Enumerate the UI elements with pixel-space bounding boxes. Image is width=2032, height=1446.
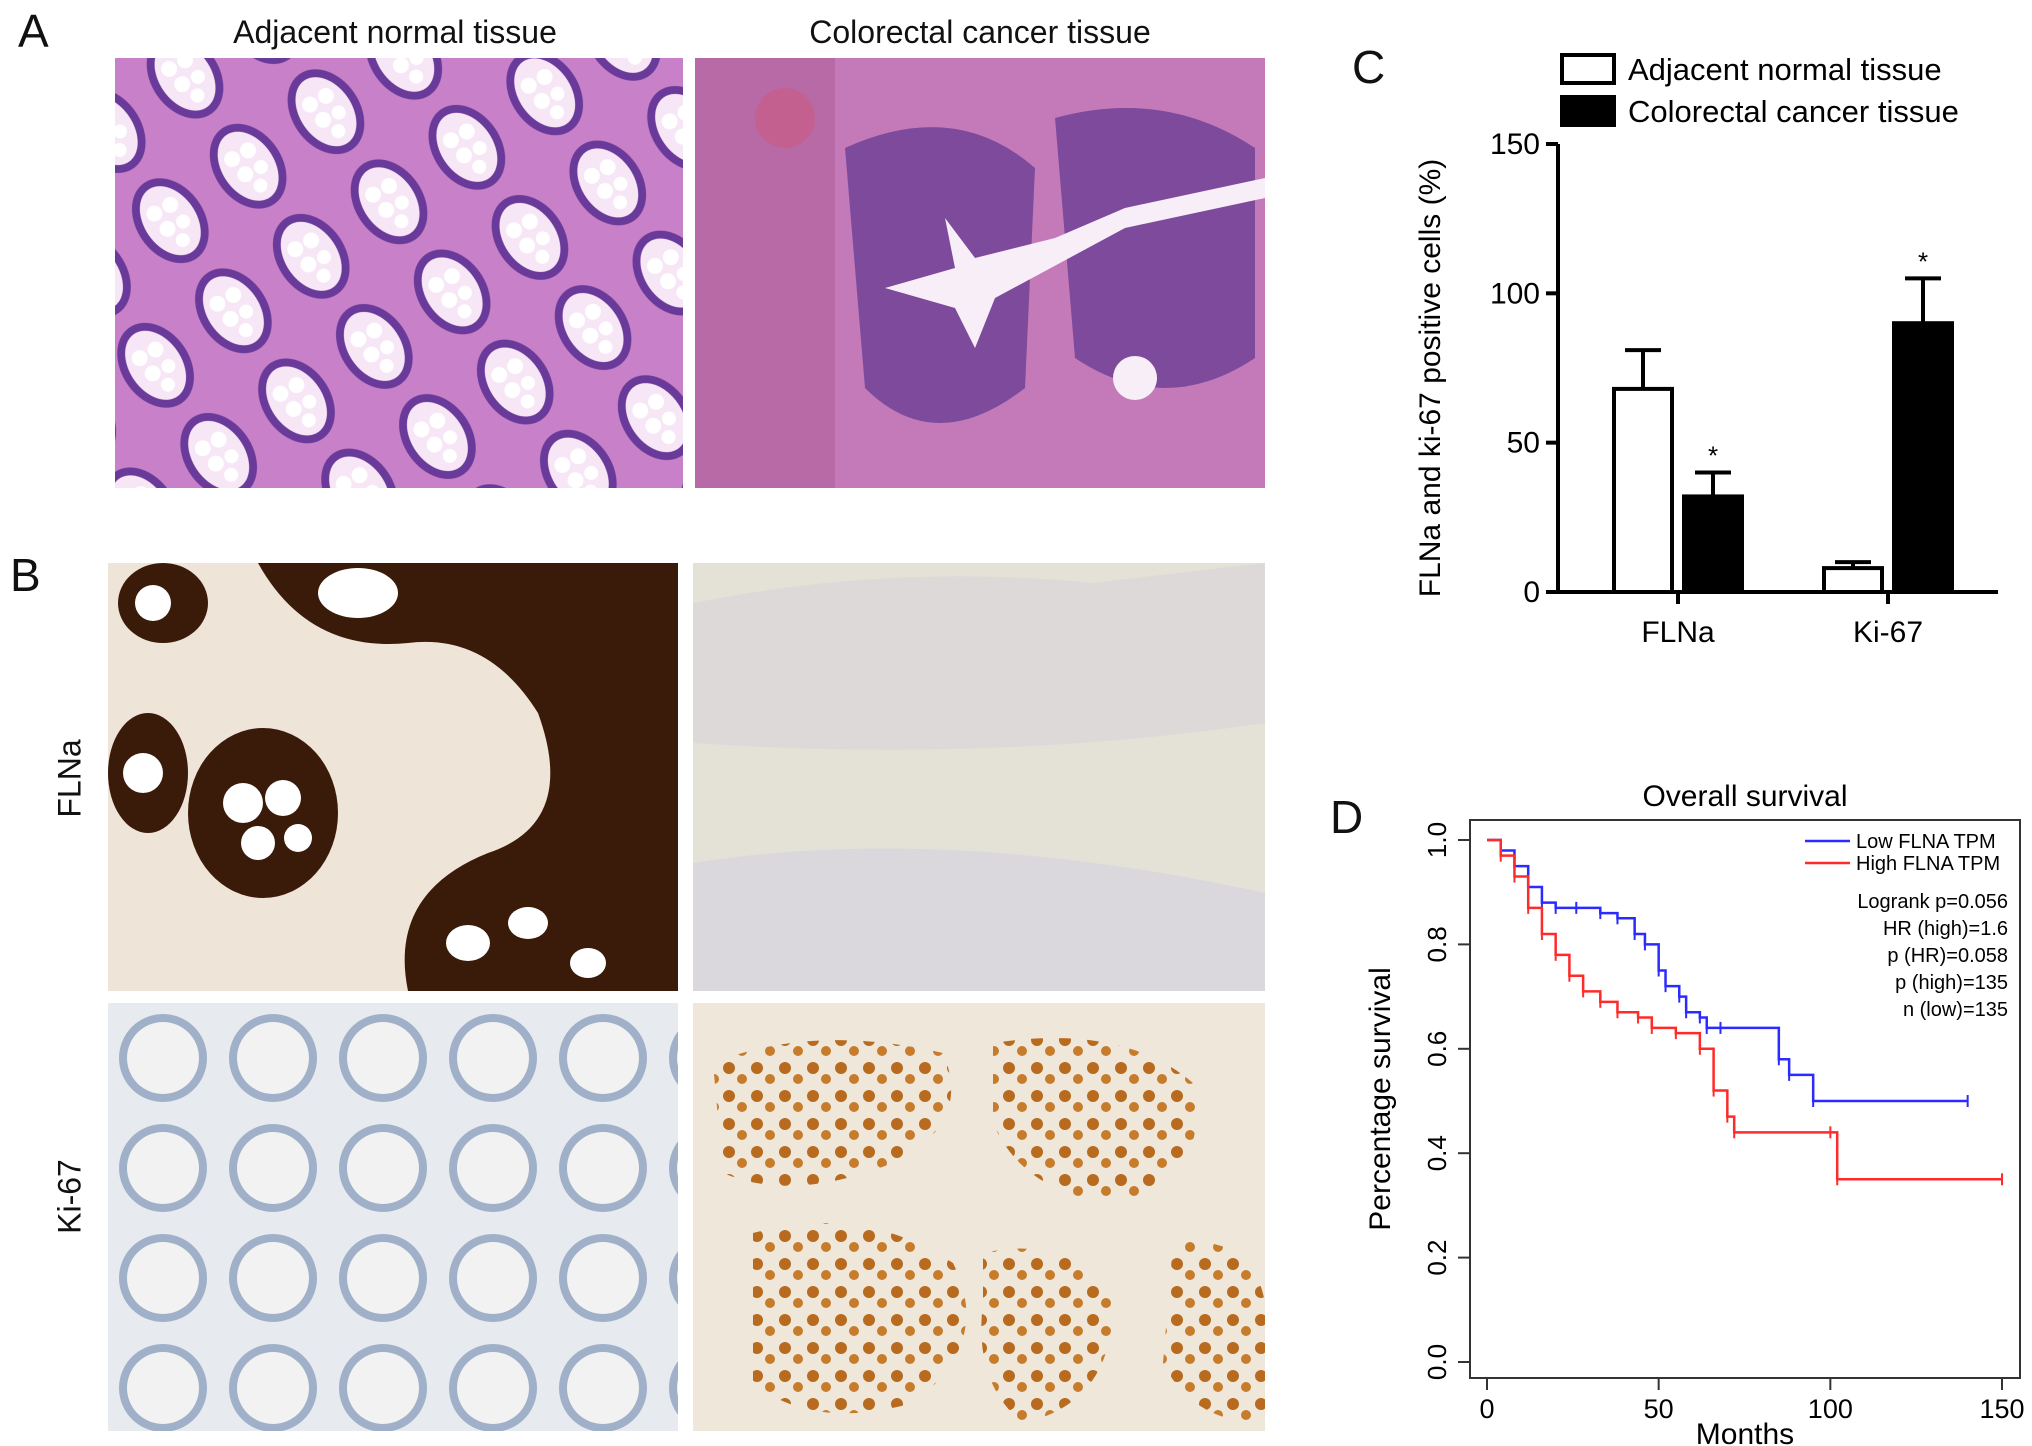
panel-label-a: A	[18, 5, 49, 57]
column-header-cancer: Colorectal cancer tissue	[809, 14, 1151, 50]
y-tick-label: 0	[1523, 576, 1540, 609]
y-tick-label: 1.0	[1422, 822, 1452, 858]
he-image-normal	[115, 58, 683, 488]
legend-label-1: High FLNA TPM	[1856, 853, 2000, 875]
bar-ki-67-1	[1892, 321, 1954, 594]
plot-frame	[1469, 819, 2021, 1379]
he-image-cancer	[695, 58, 1265, 488]
y-tick-label: 100	[1490, 277, 1540, 310]
ihc-flna-normal	[108, 563, 678, 991]
stat-annotation-4: n (low)=135	[1903, 999, 2008, 1021]
bar-ki-67-0	[1822, 566, 1884, 595]
ihc-ki67-cancer	[693, 1003, 1265, 1431]
stat-annotation-1: HR (high)=1.6	[1883, 918, 2008, 940]
panel-label-d: D	[1330, 791, 1364, 843]
legend-label-1: Colorectal cancer tissue	[1628, 94, 1959, 129]
legend-swatch-1	[1560, 95, 1616, 127]
row-label-flna: FLNa	[51, 739, 88, 818]
y-axis-label: FLNa and ki-67 positive cells (%)	[1414, 159, 1447, 598]
column-header-normal: Adjacent normal tissue	[233, 14, 557, 50]
y-axis-label: Percentage survival	[1364, 967, 1397, 1230]
chart-title: Overall survival	[1642, 780, 1847, 813]
x-tick-label: 0	[1479, 1394, 1494, 1424]
x-tick-label: 150	[1979, 1394, 2024, 1424]
y-tick-label: 0.4	[1422, 1135, 1452, 1171]
panel-label-b: B	[10, 549, 41, 601]
stat-annotation-0: Logrank p=0.056	[1857, 891, 2008, 913]
significance-marker: *	[1708, 441, 1718, 471]
panel-label-c: C	[1352, 41, 1386, 93]
survival-curve-0	[1487, 838, 1968, 1103]
y-tick-label: 0.0	[1422, 1344, 1452, 1380]
stat-annotation-2: p (HR)=0.058	[1887, 945, 2008, 967]
y-tick-label: 0.8	[1422, 926, 1452, 962]
legend-swatch-0	[1560, 53, 1616, 85]
x-tick-label: 50	[1644, 1394, 1674, 1424]
row-label-ki67: Ki-67	[51, 1159, 88, 1234]
y-tick-label: 150	[1490, 128, 1540, 161]
legend-label-0: Low FLNA TPM	[1856, 831, 1996, 853]
km-survival-chart: Overall survival 0.0 0.2 0.4 0.6 0.8 1.0 Percen…	[1364, 780, 2025, 1446]
y-tick-label: 0.2	[1422, 1240, 1452, 1276]
bar-flna-1	[1682, 494, 1744, 594]
legend-label-0: Adjacent normal tissue	[1628, 52, 1942, 87]
ihc-flna-cancer	[693, 563, 1265, 991]
y-tick-label: 0.6	[1422, 1031, 1452, 1067]
x-tick-label: FLNa	[1641, 616, 1715, 649]
significance-marker: *	[1918, 246, 1928, 276]
bar-chart-positive-cells: Adjacent normal tissue Colorectal cancer …	[1414, 52, 1998, 649]
ihc-ki67-normal	[108, 1003, 678, 1431]
x-tick-label: Ki-67	[1853, 616, 1923, 649]
x-tick-label: 100	[1808, 1394, 1853, 1424]
x-axis-label: Months	[1696, 1418, 1794, 1446]
bar-flna-0	[1612, 386, 1674, 595]
y-tick-label: 50	[1507, 427, 1540, 460]
stat-annotation-3: p (high)=135	[1895, 972, 2008, 994]
